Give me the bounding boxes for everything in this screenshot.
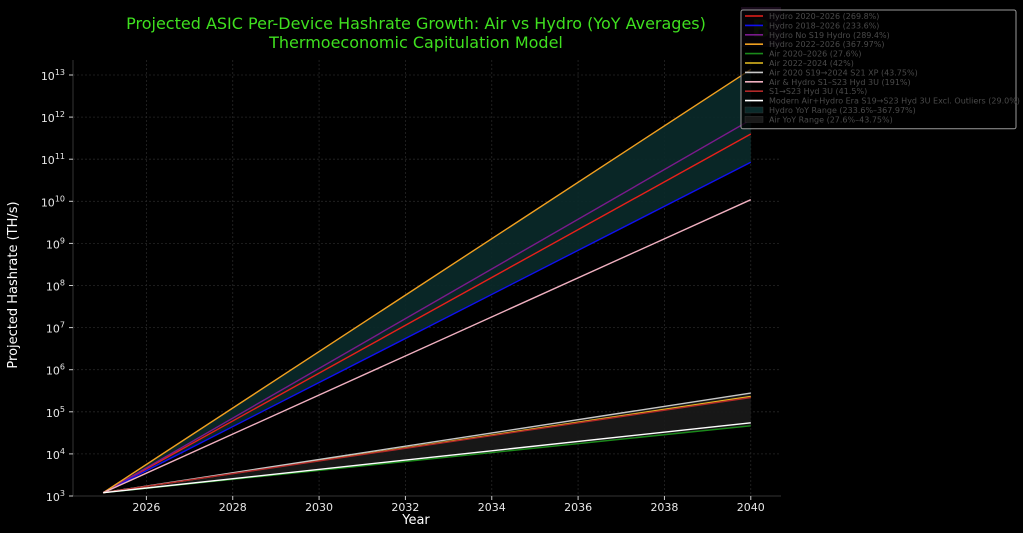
x-tick-label: 2030 — [305, 501, 333, 514]
legend-entry: Hydro 2018–2026 (233.6%) — [769, 21, 879, 30]
y-tick-label: 106 — [46, 363, 65, 378]
legend-entry: Hydro 2020–2026 (269.8%) — [769, 12, 879, 21]
chart-title: Projected ASIC Per-Device Hashrate Growt… — [126, 14, 706, 33]
legend-entry: Hydro 2022–2026 (367.97%) — [769, 40, 884, 49]
legend: Hydro 2020–2026 (269.8%)Hydro 2018–2026 … — [740, 9, 1020, 130]
y-tick-label: 1010 — [41, 194, 65, 209]
y-tick-label: 109 — [46, 236, 65, 251]
x-ticks: 2026 2028 2030 2032 2034 2036 2038 2040 — [132, 496, 765, 514]
legend-entry: S1→S23 Hyd 3U (41.5%) — [769, 87, 867, 96]
legend-entry: Air 2020 S19→2024 S21 XP (43.75%) — [769, 68, 918, 77]
y-tick-label: 104 — [46, 447, 65, 462]
series-line — [102, 199, 752, 494]
y-tick-label: 1013 — [41, 68, 65, 83]
legend-entry: Hydro No S19 Hydro (289.4%) — [769, 31, 890, 40]
y-tick-label: 1011 — [41, 152, 65, 167]
chart-subtitle: Thermoeconomic Capitulation Model — [268, 33, 563, 52]
series-line — [102, 161, 752, 494]
x-tick-label: 2028 — [219, 501, 247, 514]
x-tick-label: 2026 — [132, 501, 160, 514]
legend-swatch — [744, 106, 764, 114]
series-line — [102, 119, 752, 494]
x-tick-label: 2040 — [737, 501, 765, 514]
x-tick-label: 2036 — [564, 501, 592, 514]
y-tick-label: 107 — [46, 321, 65, 336]
series-line — [103, 422, 751, 494]
legend-entry: Modern Air+Hydro Era S19→S23 Hyd 3U Excl… — [769, 97, 1020, 106]
legend-entry: Air 2020–2026 (27.6%) — [769, 50, 861, 59]
legend-entry: Air YoY Range (27.6%–43.75%) — [769, 115, 893, 124]
y-tick-label: 103 — [46, 489, 65, 504]
series-line — [103, 396, 751, 494]
x-tick-label: 2034 — [478, 501, 506, 514]
y-axis-label: Projected Hashrate (TH/s) — [6, 201, 21, 368]
legend-box — [740, 9, 1017, 130]
legend-entry: Air 2022–2024 (42%) — [769, 59, 854, 68]
x-tick-label: 2038 — [650, 501, 678, 514]
axes — [72, 60, 781, 497]
series-line — [103, 392, 751, 494]
series-lines — [102, 68, 752, 494]
y-tick-label: 105 — [46, 405, 65, 420]
legend-swatch — [744, 116, 764, 123]
x-tick-label: 2032 — [391, 501, 419, 514]
y-ticks: 103 104 105 106 107 108 109 1010 1011 1012 1013 — [41, 68, 73, 504]
x-axis-label: Year — [401, 513, 430, 528]
series-line — [102, 68, 752, 494]
y-tick-label: 108 — [46, 279, 65, 294]
legend-entry: Hydro YoY Range (233.6%–367.97%) — [769, 106, 916, 115]
series-line — [102, 133, 752, 494]
legend-entry: Air & Hydro S1–S23 Hyd 3U (191%) — [769, 78, 911, 87]
y-tick-label: 1012 — [41, 110, 65, 125]
